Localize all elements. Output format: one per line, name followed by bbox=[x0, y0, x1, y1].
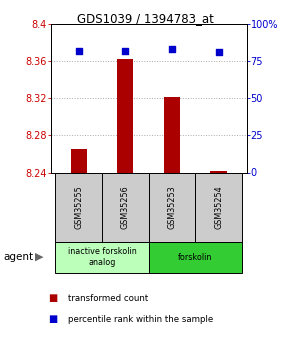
Text: agent: agent bbox=[3, 252, 33, 262]
Text: inactive forskolin
analog: inactive forskolin analog bbox=[68, 247, 136, 267]
Bar bbox=[148, 241, 242, 273]
Text: GSM35255: GSM35255 bbox=[74, 185, 83, 229]
Point bbox=[170, 47, 174, 52]
Text: ▶: ▶ bbox=[35, 252, 44, 262]
Text: transformed count: transformed count bbox=[68, 294, 148, 303]
Bar bbox=[210, 171, 227, 172]
Point bbox=[123, 48, 128, 53]
Bar bbox=[55, 172, 102, 242]
Text: GSM35253: GSM35253 bbox=[167, 185, 176, 229]
Text: GDS1039 / 1394783_at: GDS1039 / 1394783_at bbox=[77, 12, 213, 25]
Text: forskolin: forskolin bbox=[178, 253, 212, 262]
Bar bbox=[195, 172, 242, 242]
Bar bbox=[164, 97, 180, 172]
Point bbox=[76, 48, 81, 53]
Text: GSM35254: GSM35254 bbox=[214, 185, 223, 229]
Text: ■: ■ bbox=[48, 294, 57, 303]
Bar bbox=[148, 172, 195, 242]
Bar bbox=[70, 149, 87, 172]
Bar bbox=[117, 59, 133, 172]
Text: GSM35256: GSM35256 bbox=[121, 185, 130, 229]
Text: ■: ■ bbox=[48, 314, 57, 324]
Bar bbox=[102, 172, 148, 242]
Point bbox=[216, 50, 221, 55]
Text: percentile rank within the sample: percentile rank within the sample bbox=[68, 315, 213, 324]
Bar bbox=[55, 241, 148, 273]
